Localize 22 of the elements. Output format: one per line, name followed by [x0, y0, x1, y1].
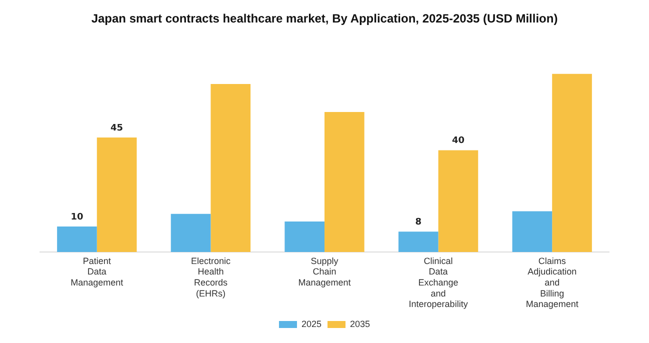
data-label: 40 — [452, 136, 464, 146]
bar — [210, 84, 251, 252]
bar — [552, 74, 592, 252]
bar — [512, 211, 552, 252]
bar — [438, 150, 478, 252]
x-tick-label: Patient Data Management — [70, 256, 124, 288]
bar — [324, 112, 364, 252]
x-tick-label: Supply Chain Management — [298, 256, 352, 288]
bar — [96, 137, 137, 252]
data-label: 45 — [110, 123, 124, 134]
x-tick-label: Clinical Data Exchange and Interoperability — [408, 256, 468, 310]
bar — [57, 226, 97, 252]
x-tick-label: Electronic Health Records (EHRs) — [190, 256, 231, 298]
legend-label: 2035 — [350, 318, 370, 329]
bar — [398, 232, 438, 252]
bar — [170, 214, 211, 252]
chart-title: Japan smart contracts healthcare market, By Application, 2025-2035 (USD Million) — [91, 12, 558, 26]
bar — [284, 221, 324, 252]
legend-label: 2025 — [301, 318, 322, 329]
data-label: 8 — [415, 217, 422, 228]
data-label: 10 — [70, 212, 84, 222]
x-tick-label: Claims Adjudication and Billing Management — [526, 256, 579, 310]
